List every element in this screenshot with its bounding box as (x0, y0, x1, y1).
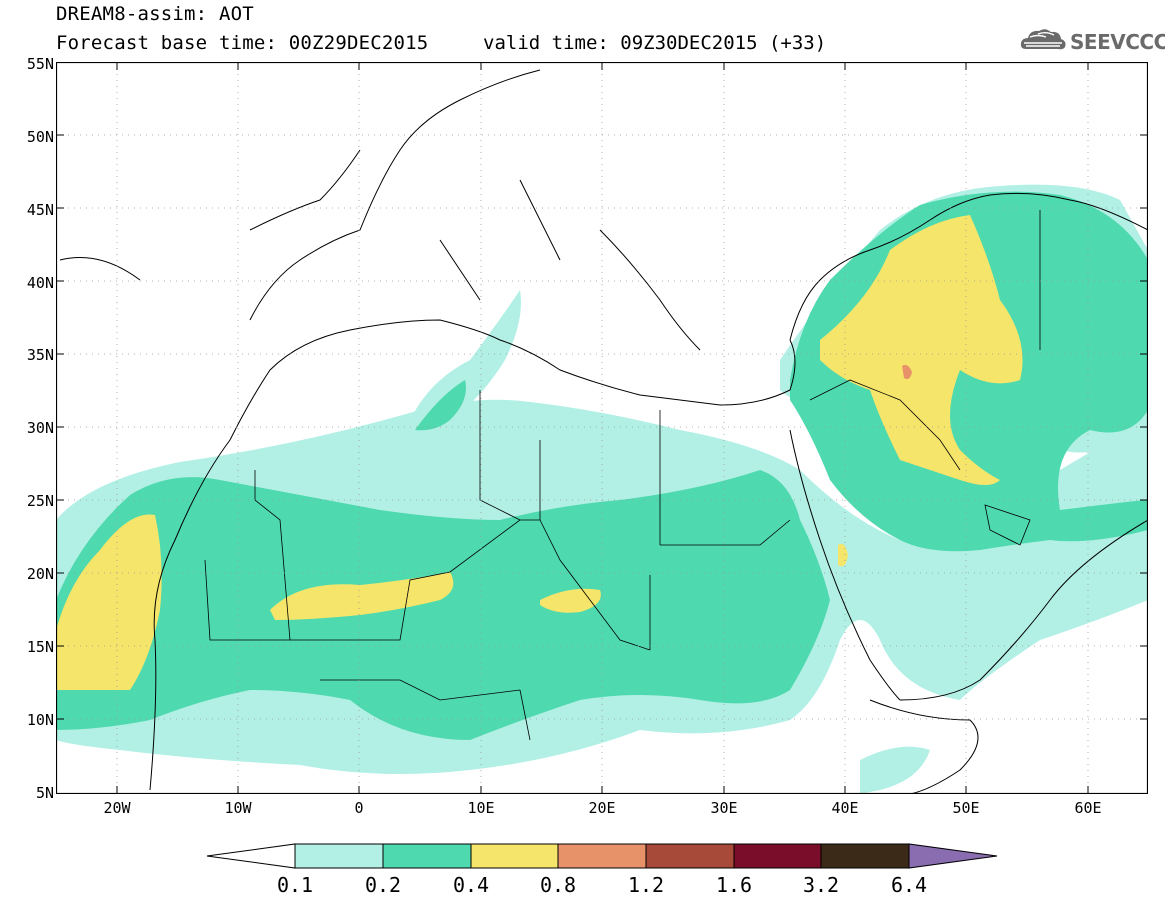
aot-shade-mauritania (56, 514, 162, 690)
lat-label-40n: 40N (26, 274, 54, 292)
map-border (56, 62, 1148, 794)
colorbar-over-arrow (908, 843, 998, 869)
colorbar-label-0.8: 0.8 (539, 873, 577, 897)
axis-ticks (56, 62, 1148, 794)
aot-map (56, 62, 1148, 794)
colorbar-label-3.2: 3.2 (802, 873, 840, 897)
lon-label-30e: 30E (710, 799, 738, 817)
coastlines (59, 69, 1148, 794)
aot-shade-mali (270, 572, 454, 620)
lon-label-0: 0 (354, 799, 364, 817)
lon-label-60e: 60E (1074, 799, 1102, 817)
lon-label-10w: 10W (224, 799, 252, 817)
lat-label-50n: 50N (26, 128, 54, 146)
logo-text: SEEVCCC (1070, 30, 1165, 54)
colorbar-under-arrow (206, 843, 296, 869)
colorbar-label-1.2: 1.2 (627, 873, 665, 897)
country-borders (204, 210, 1041, 741)
lon-label-10e: 10E (467, 799, 495, 817)
lat-label-15n: 15N (26, 638, 54, 656)
aot-shade-iraq (820, 215, 1023, 485)
seevccc-logo: SEEVCCC (1018, 25, 1165, 57)
aot-shade-horn (860, 746, 930, 794)
map-title: DREAM8-assim: AOT (56, 3, 254, 25)
colorbar-label-6.4: 6.4 (890, 873, 928, 897)
lat-label-20n: 20N (26, 565, 54, 583)
colorbar-bin-0.4 (470, 843, 559, 869)
valid-time: valid time: 09Z30DEC2015 (+33) (483, 32, 827, 54)
colorbar-bin-3.2 (820, 843, 910, 869)
colorbar-label-1.6: 1.6 (715, 873, 753, 897)
colorbar-bin-0.1 (294, 843, 384, 869)
lon-label-40e: 40E (831, 799, 859, 817)
aot-shade-west-africa (56, 470, 830, 740)
lon-label-50e: 50E (952, 799, 980, 817)
colorbar-label-0.2: 0.2 (364, 873, 402, 897)
colorbar-bin-1.2 (645, 843, 735, 869)
aot-level-0.4-region (56, 215, 1023, 690)
lat-label-30n: 30N (26, 419, 54, 437)
aot-shade-hotspot (902, 364, 912, 380)
aot-shade-red-sea (838, 543, 848, 567)
colorbar-label-0.1: 0.1 (276, 873, 314, 897)
lat-label-5n: 5N (35, 784, 54, 802)
forecast-base-time: Forecast base time: 00Z29DEC2015 (56, 32, 429, 54)
aot-shade-libya-strip (415, 380, 466, 431)
colorbar (206, 843, 998, 869)
lat-label-10n: 10N (26, 711, 54, 729)
lat-label-25n: 25N (26, 492, 54, 510)
colorbar-bin-1.6 (733, 843, 822, 869)
cloud-icon (1020, 29, 1066, 50)
lat-label-35n: 35N (26, 346, 54, 364)
colorbar-label-0.4: 0.4 (452, 873, 490, 897)
colorbar-bin-0.2 (382, 843, 472, 869)
lon-label-20e: 20E (588, 799, 616, 817)
lon-label-20w: 20W (103, 799, 131, 817)
lat-label-45n: 45N (26, 201, 54, 219)
colorbar-bin-0.8 (557, 843, 647, 869)
graticule (56, 62, 1148, 794)
aot-shade-tunisia-coast (410, 290, 521, 420)
lat-label-55n: 55N (26, 55, 54, 73)
